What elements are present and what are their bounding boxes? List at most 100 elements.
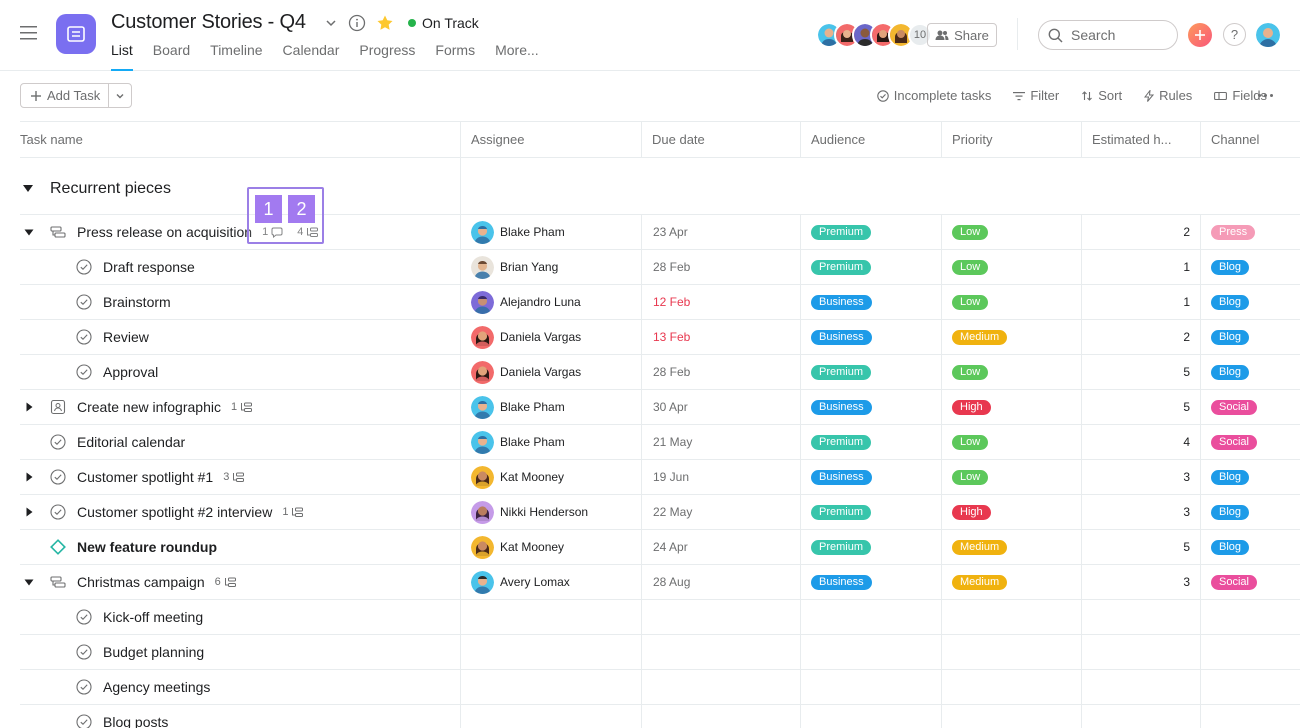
caret-down-icon[interactable] bbox=[23, 185, 33, 193]
estimated-hours-cell[interactable]: 3 bbox=[1081, 460, 1200, 494]
audience-tag[interactable]: Business bbox=[811, 399, 872, 415]
due-date-cell[interactable]: 28 Aug bbox=[641, 565, 800, 599]
add-task-dropdown[interactable] bbox=[109, 91, 131, 101]
priority-tag[interactable]: Low bbox=[952, 224, 989, 240]
priority-cell[interactable] bbox=[941, 600, 1081, 634]
check-circle-icon[interactable] bbox=[76, 609, 92, 625]
menu-icon[interactable] bbox=[20, 26, 37, 40]
assignee-cell[interactable]: Blake Pham bbox=[460, 425, 641, 459]
channel-cell[interactable]: Blog bbox=[1200, 320, 1300, 354]
assignee-cell[interactable] bbox=[460, 600, 641, 634]
priority-cell[interactable]: Medium bbox=[941, 530, 1081, 564]
priority-cell[interactable]: Medium bbox=[941, 565, 1081, 599]
task-name[interactable]: Review bbox=[103, 329, 149, 345]
estimated-hours-cell[interactable]: 5 bbox=[1081, 355, 1200, 389]
priority-cell[interactable]: Low bbox=[941, 425, 1081, 459]
check-circle-icon[interactable] bbox=[76, 714, 92, 728]
channel-cell[interactable] bbox=[1200, 705, 1300, 728]
status-badge[interactable]: On Track bbox=[408, 15, 479, 31]
task-name[interactable]: Kick-off meeting bbox=[103, 609, 204, 625]
priority-tag[interactable]: Medium bbox=[952, 574, 1008, 590]
channel-cell[interactable]: Blog bbox=[1200, 285, 1300, 319]
audience-cell[interactable]: Business bbox=[800, 320, 941, 354]
subtasks-icon[interactable] bbox=[50, 224, 66, 240]
assignee-cell[interactable]: Daniela Vargas bbox=[460, 355, 641, 389]
help-button[interactable]: ? bbox=[1223, 23, 1246, 46]
task-name-cell[interactable]: Brainstorm bbox=[20, 285, 460, 319]
task-name[interactable]: New feature roundup bbox=[77, 539, 218, 555]
channel-tag[interactable]: Press bbox=[1211, 224, 1256, 240]
assignee-cell[interactable] bbox=[460, 705, 641, 728]
estimated-hours-cell[interactable]: 1 bbox=[1081, 285, 1200, 319]
estimated-hours-cell[interactable]: 4 bbox=[1081, 425, 1200, 459]
priority-cell[interactable]: Low bbox=[941, 460, 1081, 494]
priority-tag[interactable]: Low bbox=[952, 469, 989, 485]
table-row[interactable]: Press release on acquisition 1 4 Blake Pham… bbox=[20, 215, 1300, 250]
audience-tag[interactable]: Premium bbox=[811, 434, 872, 450]
due-date-cell[interactable]: 19 Jun bbox=[641, 460, 800, 494]
estimated-hours-cell[interactable] bbox=[1081, 600, 1200, 634]
channel-tag[interactable]: Social bbox=[1211, 434, 1257, 450]
due-date-cell[interactable] bbox=[641, 670, 800, 704]
task-name[interactable]: Draft response bbox=[103, 259, 195, 275]
channel-cell[interactable] bbox=[1200, 600, 1300, 634]
assignee-cell[interactable]: Kat Mooney bbox=[460, 530, 641, 564]
quick-add-button[interactable] bbox=[1188, 23, 1212, 47]
check-circle-icon[interactable] bbox=[76, 329, 92, 345]
priority-cell[interactable]: Low bbox=[941, 285, 1081, 319]
star-icon[interactable] bbox=[376, 14, 394, 32]
due-date-cell[interactable]: 24 Apr bbox=[641, 530, 800, 564]
task-name[interactable]: Budget planning bbox=[103, 644, 205, 660]
section-title[interactable]: Recurrent pieces bbox=[50, 180, 171, 197]
channel-tag[interactable]: Blog bbox=[1211, 329, 1250, 345]
task-name-cell[interactable]: Agency meetings bbox=[20, 670, 460, 704]
column-audience[interactable]: Audience bbox=[800, 122, 941, 158]
table-row[interactable]: Blog posts bbox=[20, 705, 1300, 728]
due-date-cell[interactable]: 30 Apr bbox=[641, 390, 800, 424]
table-row[interactable]: Kick-off meeting bbox=[20, 600, 1300, 635]
check-circle-icon[interactable] bbox=[76, 294, 92, 310]
table-row[interactable]: Customer spotlight #1 3 Kat Mooney 19 Jun Bu… bbox=[20, 460, 1300, 495]
audience-tag[interactable]: Premium bbox=[811, 259, 872, 275]
table-row[interactable]: New feature roundup Kat Mooney 24 Apr Premi… bbox=[20, 530, 1300, 565]
channel-cell[interactable]: Social bbox=[1200, 565, 1300, 599]
chevron-down-icon[interactable] bbox=[324, 16, 338, 30]
priority-tag[interactable]: Low bbox=[952, 434, 989, 450]
channel-tag[interactable]: Blog bbox=[1211, 294, 1250, 310]
task-name[interactable]: Brainstorm bbox=[103, 294, 171, 310]
priority-cell[interactable]: Medium bbox=[941, 320, 1081, 354]
due-date-cell[interactable]: 23 Apr bbox=[641, 215, 800, 249]
check-circle-icon[interactable] bbox=[76, 679, 92, 695]
sort-button[interactable]: Sort bbox=[1081, 88, 1122, 103]
page-title[interactable]: Customer Stories - Q4 bbox=[111, 11, 306, 33]
more-options-icon[interactable] bbox=[1258, 94, 1273, 97]
tab-board[interactable]: Board bbox=[152, 42, 191, 58]
channel-cell[interactable]: Blog bbox=[1200, 460, 1300, 494]
audience-cell[interactable] bbox=[800, 600, 941, 634]
task-name-cell[interactable]: Customer spotlight #1 3 bbox=[20, 460, 460, 494]
audience-cell[interactable]: Premium bbox=[800, 530, 941, 564]
audience-tag[interactable]: Business bbox=[811, 294, 872, 310]
assignee-cell[interactable]: Brian Yang bbox=[460, 250, 641, 284]
task-name-cell[interactable]: Blog posts bbox=[20, 705, 460, 728]
priority-cell[interactable]: Low bbox=[941, 355, 1081, 389]
approval-icon[interactable] bbox=[50, 399, 66, 415]
check-circle-icon[interactable] bbox=[50, 434, 66, 450]
due-date-cell[interactable]: 21 May bbox=[641, 425, 800, 459]
assignee-cell[interactable]: Blake Pham bbox=[460, 215, 641, 249]
channel-cell[interactable]: Social bbox=[1200, 425, 1300, 459]
audience-tag[interactable]: Premium bbox=[811, 224, 872, 240]
priority-cell[interactable]: Low bbox=[941, 250, 1081, 284]
task-name-cell[interactable]: Create new infographic 1 bbox=[20, 390, 460, 424]
due-date-cell[interactable] bbox=[641, 600, 800, 634]
audience-cell[interactable]: Business bbox=[800, 285, 941, 319]
check-circle-icon[interactable] bbox=[76, 644, 92, 660]
priority-tag[interactable]: Medium bbox=[952, 329, 1008, 345]
priority-cell[interactable]: Low bbox=[941, 215, 1081, 249]
audience-cell[interactable]: Premium bbox=[800, 250, 941, 284]
priority-cell[interactable]: High bbox=[941, 495, 1081, 529]
channel-tag[interactable]: Blog bbox=[1211, 259, 1250, 275]
tab-timeline[interactable]: Timeline bbox=[210, 42, 263, 58]
task-name-cell[interactable]: Christmas campaign 6 bbox=[20, 565, 460, 599]
tab-more[interactable]: More... bbox=[495, 42, 539, 58]
